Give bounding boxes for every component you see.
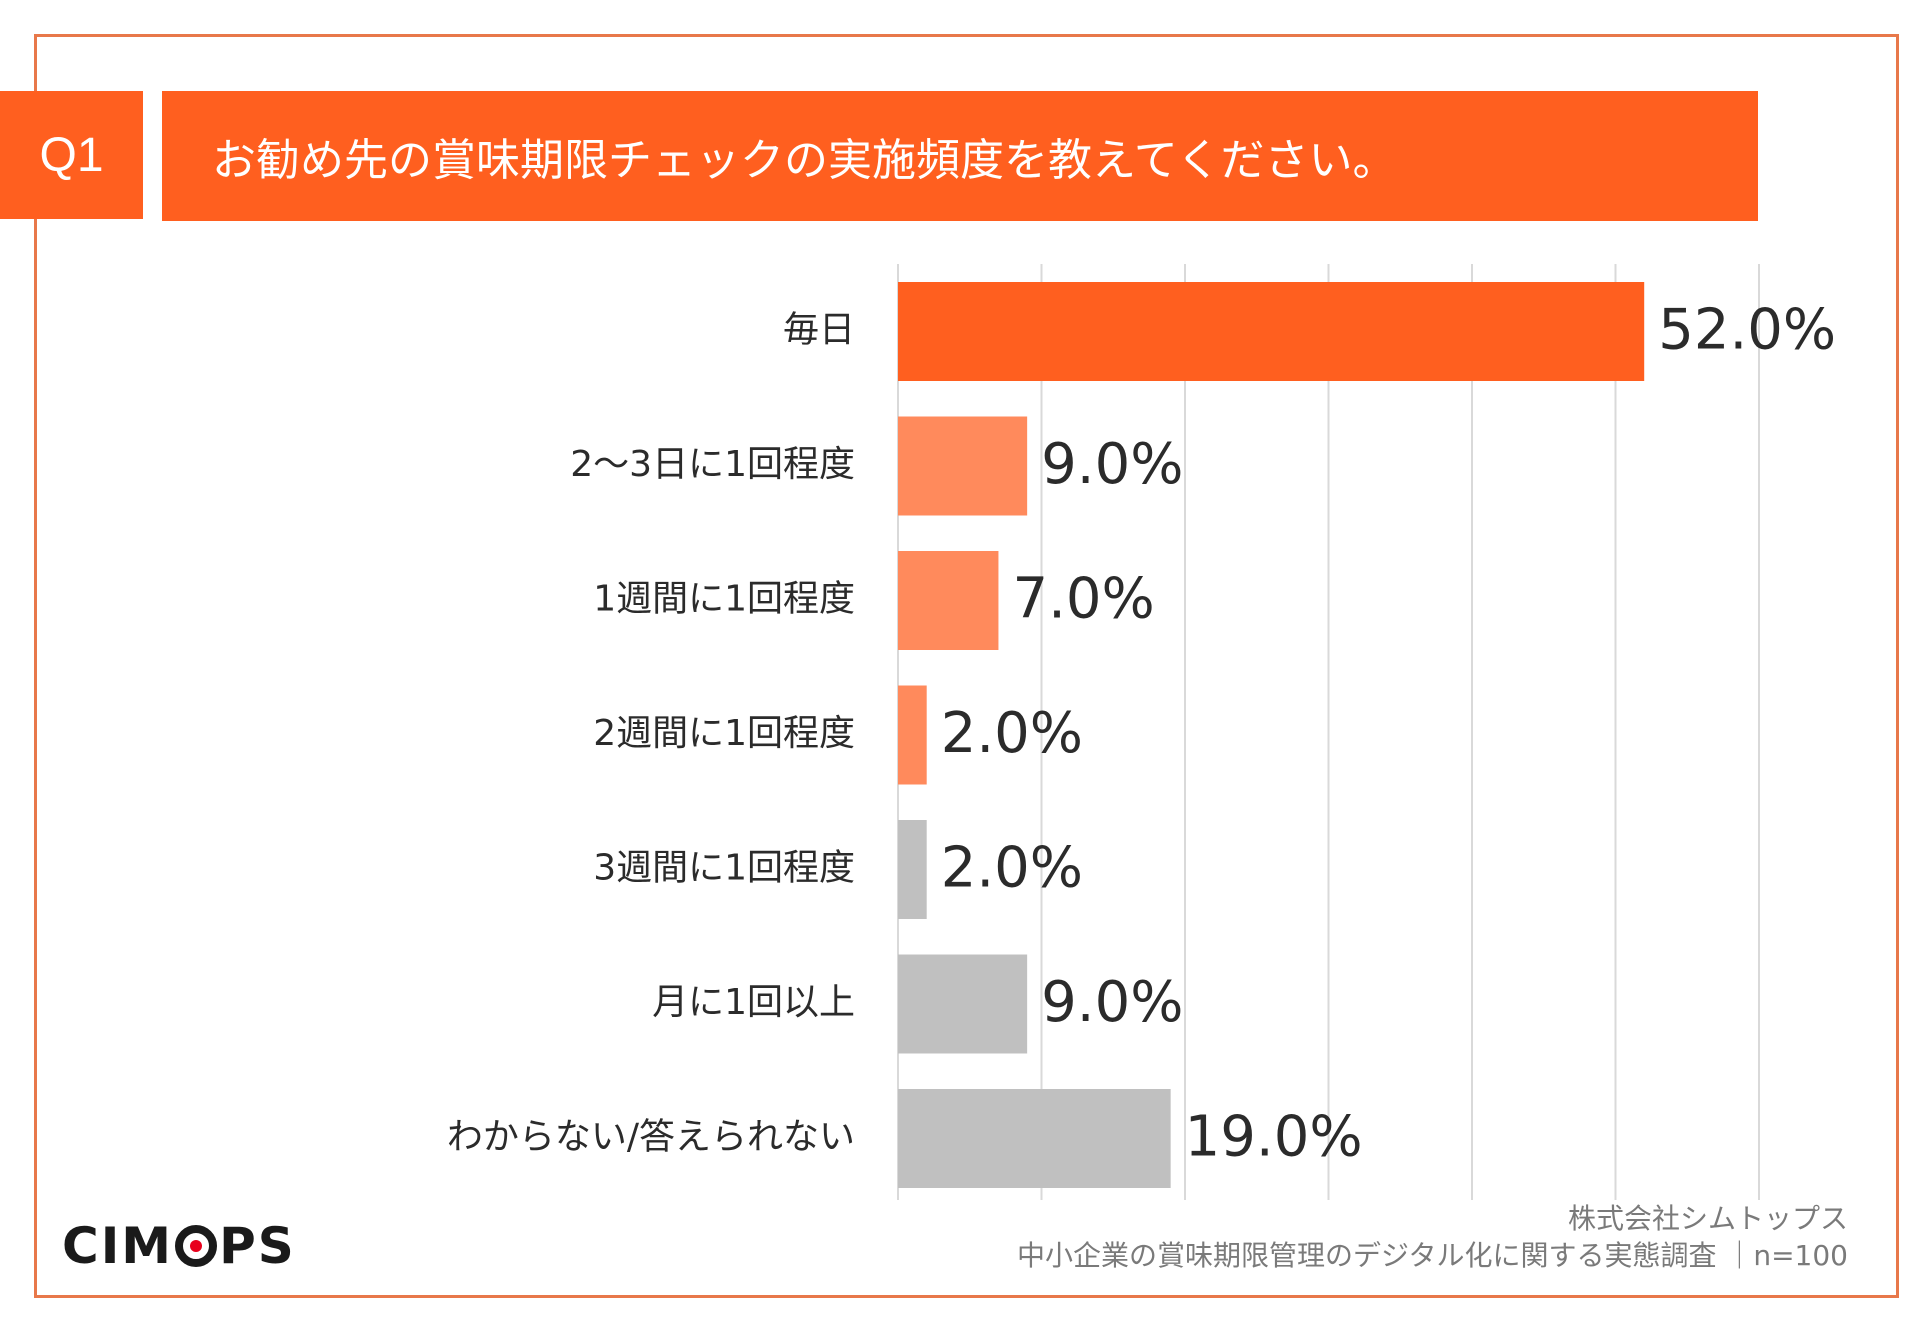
value-label: 52.0% [1658,298,1836,363]
bar [898,820,927,919]
bar [898,685,927,785]
category-label: 1週間に1回程度 [593,579,855,620]
bar [898,551,999,650]
bar [898,416,1028,516]
value-label: 2.0% [941,836,1083,901]
bar [898,282,1645,381]
value-label: 9.0% [1041,432,1183,497]
value-label: 7.0% [1012,567,1154,632]
category-label: 2〜3日に1回程度 [570,444,855,485]
logo-o-mark [175,1225,218,1267]
bar [898,954,1028,1054]
question-number-badge: Q1 [0,91,143,219]
bars [898,282,1645,1188]
chart-frame [34,34,1899,1298]
question-title: お勧め先の賞味期限チェックの実施頻度を教えてください。 [162,91,1758,221]
value-label: 9.0% [1041,970,1183,1035]
value-labels: 52.0% 9.0% 7.0% 2.0% 2.0% 9.0% 19.0% [941,298,1836,1170]
value-label: 2.0% [941,701,1083,766]
category-label: 毎日 [783,310,855,351]
logo-text-start: CIM [62,1217,174,1275]
category-label: わからない/答えられない [447,1117,855,1158]
category-label: 2週間に1回程度 [593,713,855,754]
source-survey: 中小企業の賞味期限管理のデジタル化に関する実態調査 ｜n=100 [1017,1239,1848,1272]
category-labels: 毎日 2〜3日に1回程度 1週間に1回程度 2週間に1回程度 3週間に1回程度月に1回以… [447,310,855,1158]
source-company: 株式会社シムトップス [1567,1202,1848,1235]
bar [898,1089,1171,1188]
category-label: 月に1回以上 [652,982,855,1023]
value-label: 19.0% [1185,1105,1363,1170]
cimtops-logo: CIM PS [62,1217,296,1275]
category-label: 3週間に1回程度 [593,848,855,889]
logo-text-end: PS [219,1217,296,1275]
